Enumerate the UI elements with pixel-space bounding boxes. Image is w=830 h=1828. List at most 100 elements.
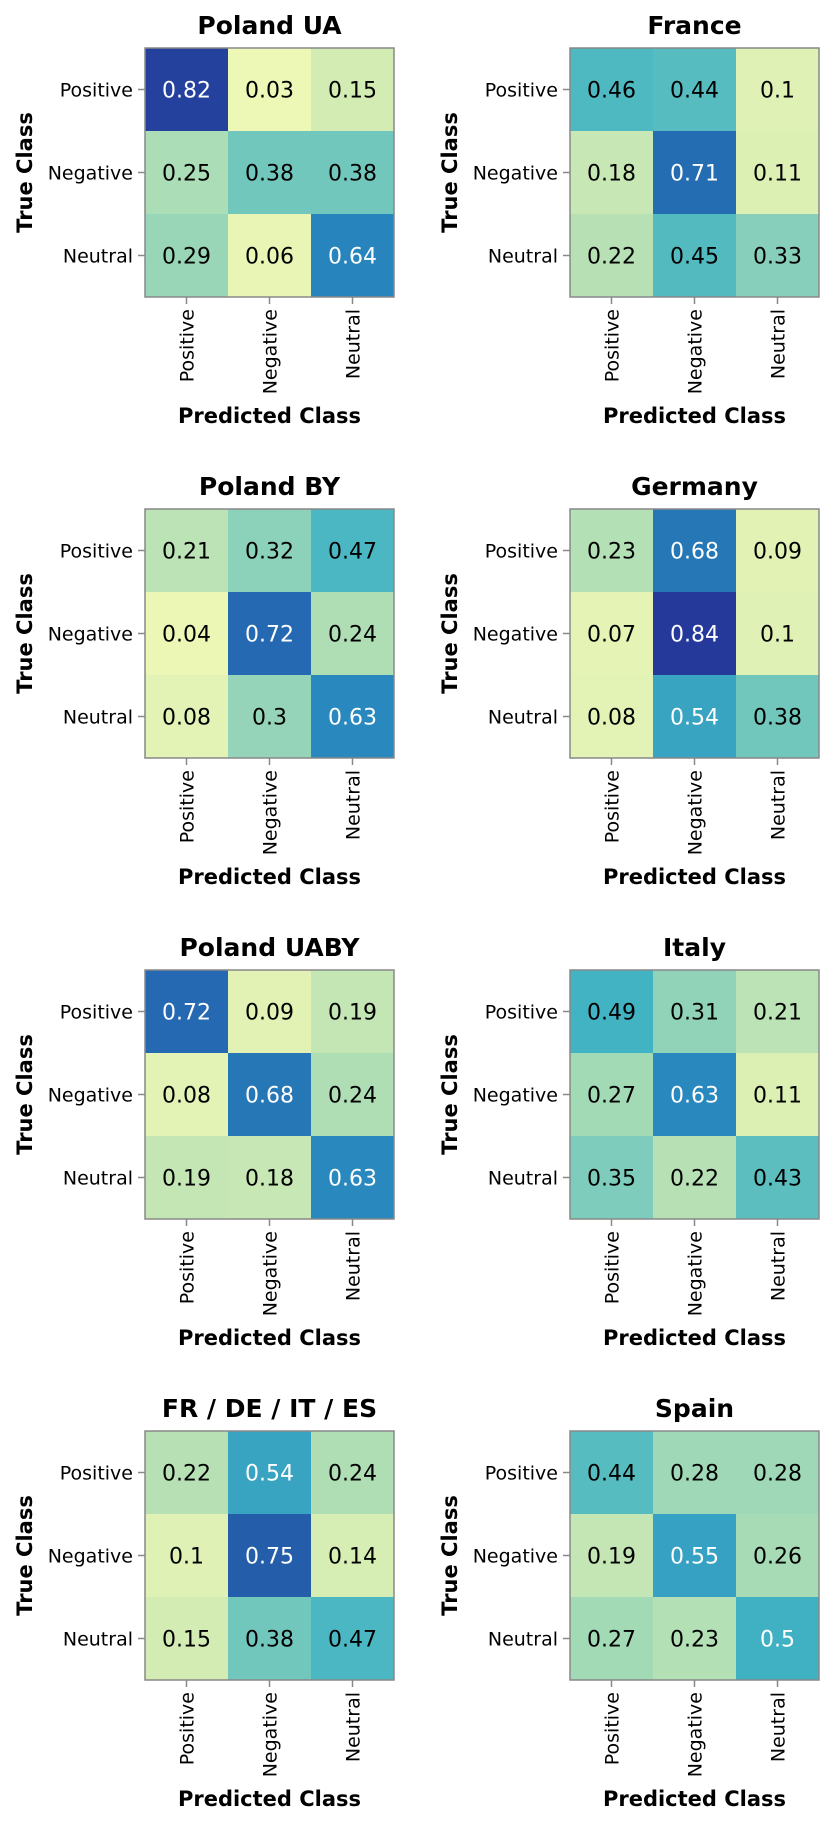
heatmap-cell (311, 509, 394, 592)
x-tick-label: Positive (602, 1231, 624, 1304)
heatmap-cell (228, 592, 311, 675)
panel-title: Poland UA (197, 11, 342, 40)
heatmap-cell (228, 1136, 311, 1219)
cell-value-label: 0.47 (328, 1628, 377, 1653)
heatmap-cell (228, 214, 311, 297)
cell-value-label: 0.75 (245, 1545, 294, 1570)
heatmap-cell (311, 214, 394, 297)
y-tick-label: Negative (473, 1085, 558, 1107)
heatmap-cell (145, 592, 228, 675)
panel-title: Spain (655, 1394, 734, 1423)
heatmap-cell (570, 131, 653, 214)
cell-value-label: 0.28 (753, 1462, 802, 1487)
cell-value-label: 0.21 (753, 1001, 802, 1026)
x-tick-label: Positive (177, 309, 199, 382)
heatmap-cell (145, 1053, 228, 1136)
heatmap-cell (570, 509, 653, 592)
heatmap-cell (145, 1431, 228, 1514)
heatmap-cell (736, 592, 819, 675)
x-tick-label: Negative (260, 770, 282, 855)
y-tick-label: Positive (60, 1463, 133, 1485)
y-axis-title: True Class (438, 112, 462, 233)
x-tick-label: Neutral (343, 770, 365, 840)
cell-value-label: 0.72 (162, 1001, 211, 1026)
cell-value-label: 0.46 (587, 79, 636, 104)
y-tick-label: Positive (60, 1002, 133, 1024)
cell-value-label: 0.19 (162, 1167, 211, 1192)
y-tick-label: Positive (485, 541, 558, 563)
x-axis-title: Predicted Class (178, 1326, 361, 1350)
cell-value-label: 0.24 (328, 623, 377, 648)
cell-value-label: 0.49 (587, 1001, 636, 1026)
heatmap-cell (228, 1597, 311, 1680)
x-axis-title: Predicted Class (603, 404, 786, 428)
heatmap-cell (570, 592, 653, 675)
cell-value-label: 0.03 (245, 79, 294, 104)
x-tick-label: Negative (260, 1231, 282, 1316)
y-axis-title: True Class (438, 1495, 462, 1616)
cell-value-label: 0.1 (169, 1545, 204, 1570)
cell-value-label: 0.44 (670, 79, 719, 104)
cell-value-label: 0.08 (162, 706, 211, 731)
cell-value-label: 0.63 (328, 1167, 377, 1192)
heatmap-cell (228, 131, 311, 214)
y-tick-label: Neutral (63, 1168, 133, 1190)
y-tick-label: Neutral (488, 1629, 558, 1651)
heatmap-cell (570, 970, 653, 1053)
heatmap-cell (311, 675, 394, 758)
heatmap-cell (228, 1514, 311, 1597)
heatmap-cell (736, 1136, 819, 1219)
heatmap-cell (736, 1053, 819, 1136)
heatmap-cell (736, 509, 819, 592)
cell-value-label: 0.27 (587, 1628, 636, 1653)
y-tick-label: Neutral (63, 1629, 133, 1651)
cell-value-label: 0.11 (753, 1084, 802, 1109)
heatmap-cell (570, 675, 653, 758)
y-tick-label: Positive (485, 1002, 558, 1024)
heatmap-cell (311, 1136, 394, 1219)
heatmap-cell (736, 214, 819, 297)
x-tick-label: Negative (685, 1231, 707, 1316)
heatmap-cell (653, 1431, 736, 1514)
heatmap-cell (653, 48, 736, 131)
x-axis-title: Predicted Class (603, 865, 786, 889)
heatmap-cell (228, 48, 311, 131)
heatmap-cell (653, 509, 736, 592)
heatmap-cell (736, 48, 819, 131)
confusion-matrix-panel: Poland UABY 0.72 0.09 0.19 0.08 0.68 0.24 0.19 0… (13, 933, 395, 1350)
confusion-matrix-panel: France 0.46 0.44 0.1 0.18 0.71 0.11 0.22 0.45 0.3… (438, 11, 820, 428)
x-tick-label: Negative (685, 309, 707, 394)
heatmap-cell (145, 131, 228, 214)
y-axis-title: True Class (438, 1034, 462, 1155)
heatmap-cell (570, 1514, 653, 1597)
cell-value-label: 0.43 (753, 1167, 802, 1192)
heatmap-cell (653, 592, 736, 675)
cell-value-label: 0.15 (162, 1628, 211, 1653)
y-tick-label: Negative (48, 1085, 133, 1107)
heatmap-cell (145, 970, 228, 1053)
heatmap-cell (311, 131, 394, 214)
y-tick-label: Negative (48, 1546, 133, 1568)
y-tick-label: Neutral (63, 246, 133, 268)
heatmap-cell (228, 1431, 311, 1514)
cell-value-label: 0.1 (760, 623, 795, 648)
cell-value-label: 0.15 (328, 79, 377, 104)
heatmap-cell (570, 1597, 653, 1680)
heatmap-cell (145, 1514, 228, 1597)
heatmap-cell (311, 970, 394, 1053)
cell-value-label: 0.44 (587, 1462, 636, 1487)
heatmap-cell (736, 1597, 819, 1680)
y-tick-label: Neutral (63, 707, 133, 729)
cell-value-label: 0.26 (753, 1545, 802, 1570)
cell-value-label: 0.14 (328, 1545, 377, 1570)
y-axis-title: True Class (438, 573, 462, 694)
cell-value-label: 0.24 (328, 1084, 377, 1109)
x-tick-label: Neutral (343, 1692, 365, 1762)
x-axis-title: Predicted Class (178, 865, 361, 889)
panel-title: Poland UABY (179, 933, 360, 962)
x-tick-label: Positive (602, 309, 624, 382)
confusion-matrix-panel: Italy 0.49 0.31 0.21 0.27 0.63 0.11 0.35 0.22 0.4… (438, 933, 820, 1350)
heatmap-cell (311, 1514, 394, 1597)
x-axis-title: Predicted Class (603, 1326, 786, 1350)
cell-value-label: 0.33 (753, 245, 802, 270)
